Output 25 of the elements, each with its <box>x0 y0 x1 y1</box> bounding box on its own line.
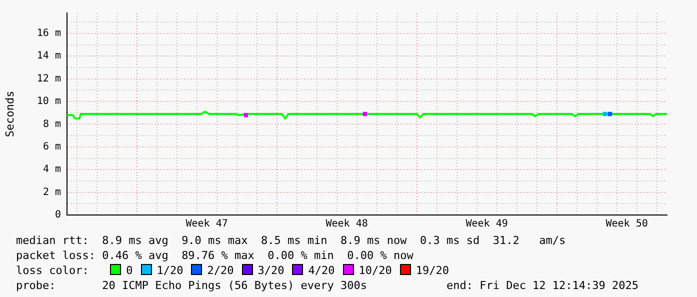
y-tick-label: 0 <box>54 210 61 221</box>
y-axis-title: Seconds <box>3 90 16 138</box>
y-tick-label: 2 m <box>42 186 61 198</box>
x-tick-label: Week 48 <box>326 218 368 230</box>
text: probe: 20 ICMP Echo Pings (56 Bytes) every 300s end: Fri Dec 12 12:14:39 2025 <box>16 278 639 293</box>
legend-label: 4/20 <box>308 264 335 277</box>
legend-label: 10/20 <box>358 264 392 277</box>
legend-label: 2/20 <box>207 264 234 277</box>
legend-title: loss color: <box>16 264 89 277</box>
y-tick-label: 16 m <box>36 28 61 40</box>
text: median rtt: 8.9 ms avg 9.0 ms max 8.5 ms min 8.9 ms now 0.3 ms sd 31.2 am/s <box>16 233 567 248</box>
legend-label: 3/20 <box>258 264 284 277</box>
x-tick-label: Week 47 <box>186 218 228 230</box>
y-tick-label: 14 m <box>36 50 61 62</box>
y-tick-label: 6 m <box>42 142 61 153</box>
text: packet loss: 0.46 % avg 89.76 % max 0.00 % min 0.00 % now <box>16 248 414 263</box>
legend-label: 1/20 <box>156 264 184 277</box>
legend-label: 0 <box>126 264 133 277</box>
x-tick-label: Week 49 <box>466 218 508 230</box>
y-tick-label: 8 m <box>42 118 61 130</box>
y-tick-label: 12 m <box>36 73 61 84</box>
x-tick-label: Week 50 <box>606 218 648 230</box>
legend-label: 19/20 <box>416 264 449 277</box>
y-tick-label: 10 m <box>36 96 61 108</box>
y-tick-label: 4 m <box>42 164 61 176</box>
